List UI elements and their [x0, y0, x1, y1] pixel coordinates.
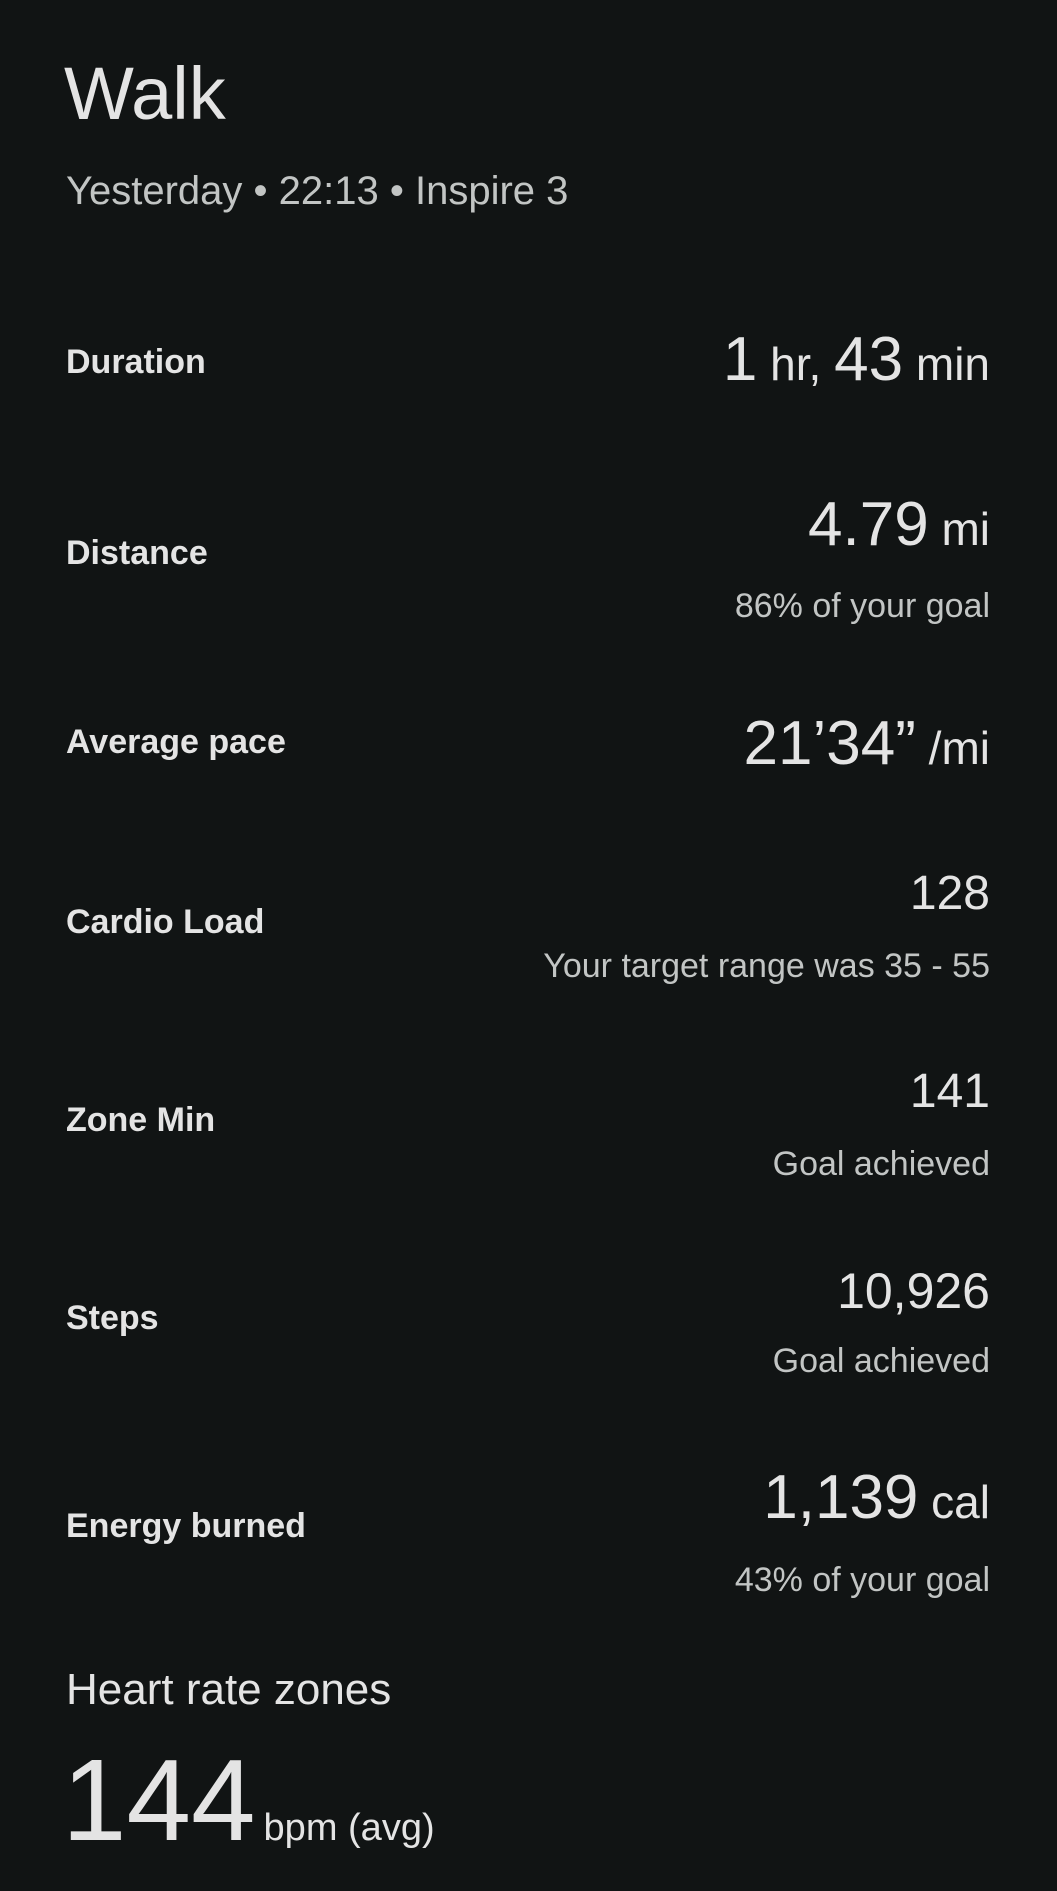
- zone-min-note: Goal achieved: [772, 1145, 990, 1183]
- energy-number: 1,139: [763, 1463, 919, 1532]
- activity-subtitle: Yesterday • 22:13 • Inspire 3: [66, 169, 569, 213]
- pace-value: 21’34” /mi: [744, 709, 990, 783]
- cardio-load-label: Cardio Load: [66, 903, 265, 941]
- zone-min-label: Zone Min: [66, 1101, 216, 1139]
- heart-rate-value: 144: [62, 1735, 256, 1865]
- hours-unit: hr,: [757, 338, 835, 390]
- distance-label: Distance: [66, 534, 208, 572]
- cardio-load-value: 128: [909, 867, 990, 920]
- distance-unit: mi: [928, 503, 990, 555]
- distance-number: 4.79: [808, 490, 929, 559]
- steps-label: Steps: [66, 1299, 159, 1337]
- duration-hours: 1: [722, 325, 758, 394]
- heart-rate-average: 144 bpm (avg): [62, 1740, 435, 1860]
- page-title: Walk: [64, 52, 226, 135]
- energy-note: 43% of your goal: [734, 1561, 990, 1599]
- cardio-load-note: Your target range was 35 - 55: [543, 947, 990, 985]
- duration-minutes: 43: [834, 325, 904, 394]
- pace-unit: /mi: [915, 722, 990, 774]
- minutes-unit: min: [903, 338, 990, 390]
- pace-number: 21’34”: [743, 709, 916, 778]
- energy-label: Energy burned: [66, 1507, 306, 1545]
- heart-rate-unit: bpm (avg): [263, 1807, 435, 1849]
- zone-min-value: 141: [909, 1065, 990, 1118]
- energy-value: 1,139 cal: [763, 1463, 990, 1537]
- duration-label: Duration: [66, 343, 206, 381]
- distance-note: 86% of your goal: [734, 587, 990, 625]
- steps-value: 10,926: [837, 1263, 990, 1319]
- heart-rate-zones-title: Heart rate zones: [66, 1665, 392, 1714]
- steps-note: Goal achieved: [772, 1342, 990, 1380]
- distance-value: 4.79 mi: [808, 490, 990, 564]
- energy-unit: cal: [918, 1476, 990, 1528]
- duration-value: 1 hr, 43 min: [723, 325, 990, 399]
- pace-label: Average pace: [66, 723, 286, 761]
